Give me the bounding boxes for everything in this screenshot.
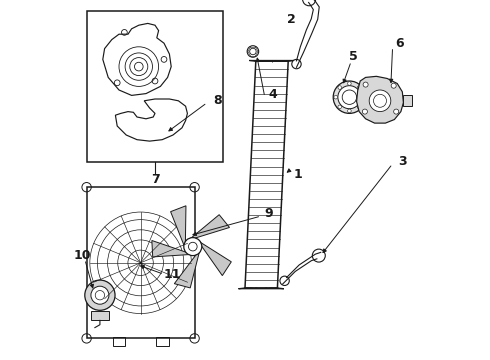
Circle shape — [91, 286, 109, 304]
Polygon shape — [171, 206, 186, 248]
Text: 4: 4 — [269, 88, 277, 101]
Circle shape — [184, 238, 202, 256]
Circle shape — [334, 95, 338, 99]
Circle shape — [85, 280, 115, 310]
Circle shape — [280, 276, 289, 285]
Text: 3: 3 — [398, 155, 407, 168]
Polygon shape — [152, 240, 192, 257]
Polygon shape — [239, 288, 284, 289]
Text: 6: 6 — [395, 37, 403, 50]
Polygon shape — [249, 60, 294, 61]
Text: 1: 1 — [294, 168, 303, 181]
Bar — [91, 311, 109, 320]
Text: 10: 10 — [74, 249, 91, 262]
Text: 9: 9 — [264, 207, 273, 220]
Text: 11: 11 — [164, 268, 181, 281]
Circle shape — [363, 109, 368, 114]
Bar — [87, 11, 223, 162]
Polygon shape — [174, 250, 200, 288]
Bar — [87, 187, 195, 338]
Text: 5: 5 — [348, 50, 357, 63]
Circle shape — [363, 82, 368, 87]
Circle shape — [338, 86, 361, 109]
Circle shape — [292, 59, 301, 69]
Circle shape — [303, 0, 316, 6]
Bar — [113, 337, 125, 346]
Circle shape — [369, 90, 391, 112]
Circle shape — [247, 46, 259, 57]
Circle shape — [357, 86, 361, 89]
Circle shape — [338, 105, 342, 109]
Circle shape — [393, 109, 399, 114]
Circle shape — [361, 95, 365, 99]
Circle shape — [312, 249, 325, 262]
Text: 2: 2 — [288, 13, 296, 26]
Text: 8: 8 — [214, 94, 222, 107]
Bar — [403, 95, 412, 106]
Circle shape — [347, 82, 351, 85]
Bar — [156, 337, 169, 346]
Circle shape — [347, 109, 351, 113]
Polygon shape — [189, 215, 229, 239]
Circle shape — [338, 86, 342, 89]
Circle shape — [333, 81, 366, 113]
Polygon shape — [357, 76, 403, 123]
Text: 7: 7 — [150, 173, 159, 186]
Circle shape — [357, 105, 361, 109]
Polygon shape — [198, 241, 231, 276]
Circle shape — [391, 83, 396, 88]
